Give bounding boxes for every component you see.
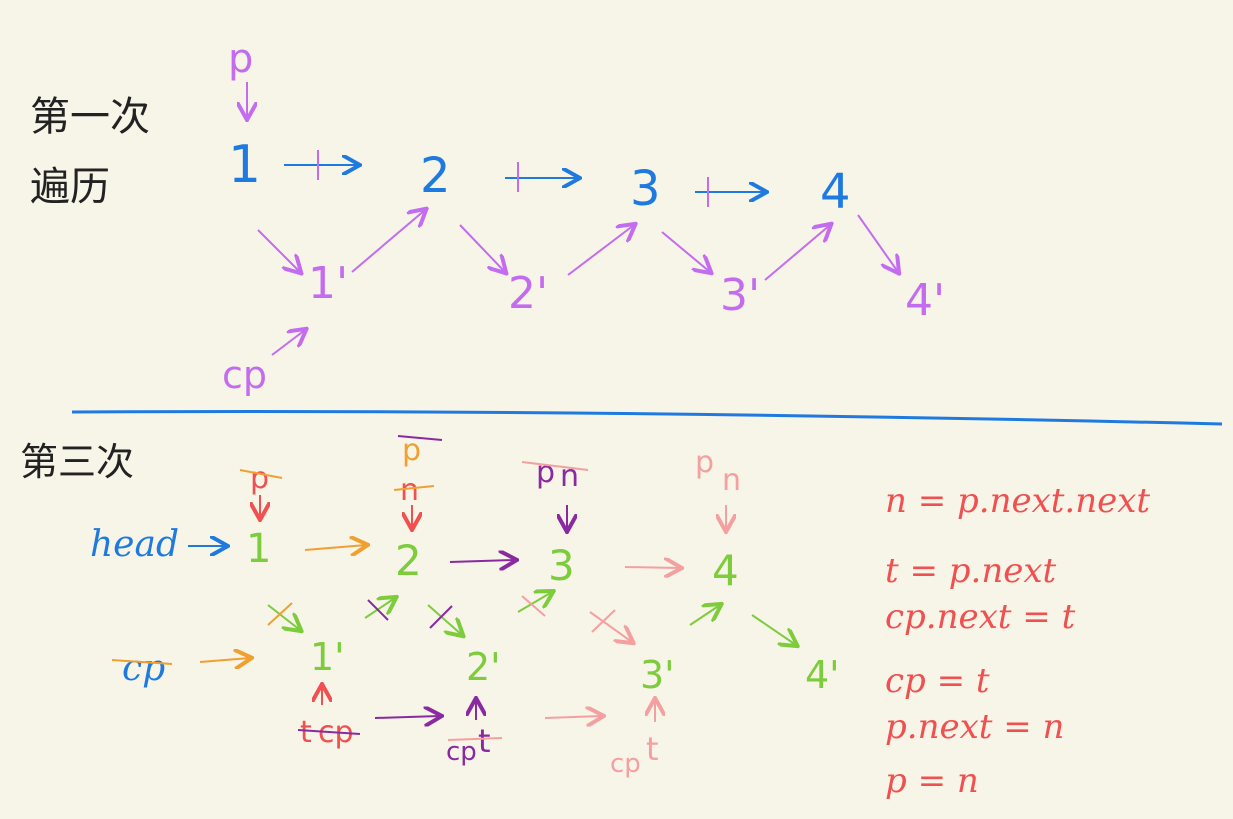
s1-copy-3: 3' <box>720 270 760 321</box>
code-line-5: p.next = n <box>885 707 1064 747</box>
s2-p-label-4: p <box>695 445 714 480</box>
code-line-4: cp = t <box>885 661 990 701</box>
s2-n-label-1: n <box>400 473 419 508</box>
s2-cp-label-3: cp <box>610 749 641 779</box>
section1-title-line2: 遍历 <box>30 164 110 210</box>
s1-old-link-1-2 <box>284 150 358 180</box>
s2-t-label-3: t <box>646 730 659 768</box>
s2-node-4: 4 <box>712 546 739 595</box>
s1-link-2c-3 <box>567 225 634 276</box>
code-line-2: t = p.next <box>885 551 1057 591</box>
s1-node-3: 3 <box>630 161 661 217</box>
s2-link-2c-3 <box>517 592 552 617</box>
s2-p-strike-3 <box>521 461 589 471</box>
s1-link-3c-4 <box>764 225 830 281</box>
code-line-6: p = n <box>885 761 979 801</box>
s2-link-3-3c <box>589 609 632 642</box>
s2-n-strike-1 <box>393 485 435 491</box>
s1-node-2: 2 <box>420 148 451 204</box>
s2-node-2: 2 <box>395 536 422 585</box>
s2-t-strike-1 <box>297 729 361 735</box>
s2-p-strike-2 <box>397 435 443 441</box>
s2-copy-1: 1' <box>310 635 345 679</box>
s2-link-1c-2 <box>364 598 395 621</box>
section1-title-line1: 第一次 <box>30 94 150 140</box>
s2-node-1: 1 <box>246 526 271 572</box>
s1-pointer-cp: cp <box>222 353 267 397</box>
s2-node-3: 3 <box>548 541 575 590</box>
s1-link-1-1c <box>257 229 300 272</box>
code-line-3: cp.next = t <box>885 597 1076 637</box>
s1-copy-2: 2' <box>508 268 548 319</box>
s2-t-strike-2 <box>447 737 503 741</box>
s2-link-1-1c <box>267 602 300 630</box>
s2-n-label-2: n <box>560 459 579 494</box>
s2-p-label-2: p <box>402 433 421 468</box>
s1-old-link-2-3 <box>505 162 578 192</box>
s1-link-3-3c <box>661 231 710 272</box>
s2-link-1-2 <box>304 545 366 550</box>
s2-t-label-2: t <box>478 722 491 760</box>
s2-link-2-3 <box>449 560 515 562</box>
code-line-1: n = p.next.next <box>885 481 1150 521</box>
s1-cp-arrow <box>271 330 305 356</box>
s1-pointer-p: p <box>228 36 253 82</box>
s2-link-3-4 <box>624 567 680 568</box>
s1-link-1c-2 <box>351 210 425 273</box>
s2-link-2-2c <box>427 604 462 635</box>
section2-title: 第三次 <box>20 440 134 484</box>
s1-link-2-2c <box>459 224 505 272</box>
s2-link-4-4c <box>751 614 796 645</box>
s1-copy-4: 4' <box>905 275 945 326</box>
s2-p-strike-1 <box>239 469 283 479</box>
s2-head-label: head <box>90 524 179 565</box>
s1-link-4-4c <box>857 214 898 272</box>
s2-cp-label: cp <box>122 648 165 689</box>
s2-cp-arrow <box>199 658 250 662</box>
section-divider <box>71 410 1223 426</box>
s2-t-label-1: t <box>300 715 312 750</box>
s1-node-4: 4 <box>820 164 851 220</box>
s2-copy-4: 4' <box>805 653 840 697</box>
s2-copy-3: 3' <box>640 653 675 697</box>
s2-cp-label-2: cp <box>446 737 477 767</box>
s2-p-label-3: p <box>536 455 555 490</box>
s2-copy-2: 2' <box>466 645 501 689</box>
s2-bottom-link-1-2 <box>374 716 440 718</box>
s1-node-1: 1 <box>228 135 261 195</box>
s2-bottom-link-2-3 <box>544 716 602 718</box>
s1-old-link-3-4 <box>695 177 765 207</box>
s2-p-label-1: p <box>250 461 269 496</box>
s1-copy-1: 1' <box>308 258 348 309</box>
s2-n-label-3: n <box>722 463 741 498</box>
s2-cp-strike <box>111 659 173 665</box>
s2-link-3c-4 <box>689 605 720 626</box>
